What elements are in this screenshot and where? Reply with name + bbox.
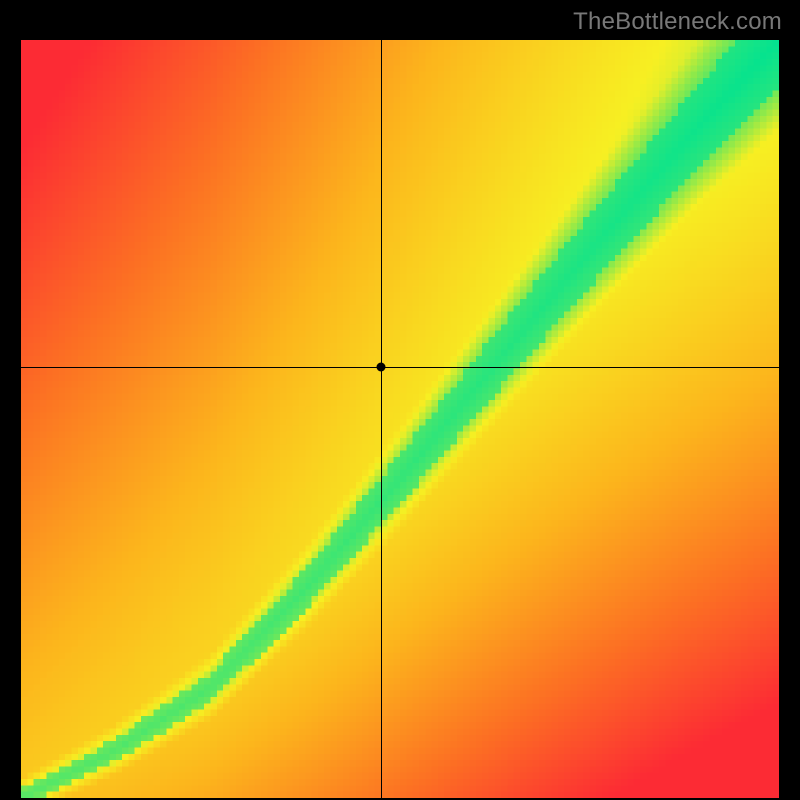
heatmap-plot [21,40,779,798]
heatmap-canvas [21,40,779,798]
crosshair-vertical [381,40,382,798]
watermark-text: TheBottleneck.com [573,8,782,36]
crosshair-horizontal [21,367,779,368]
crosshair-marker [377,363,386,372]
